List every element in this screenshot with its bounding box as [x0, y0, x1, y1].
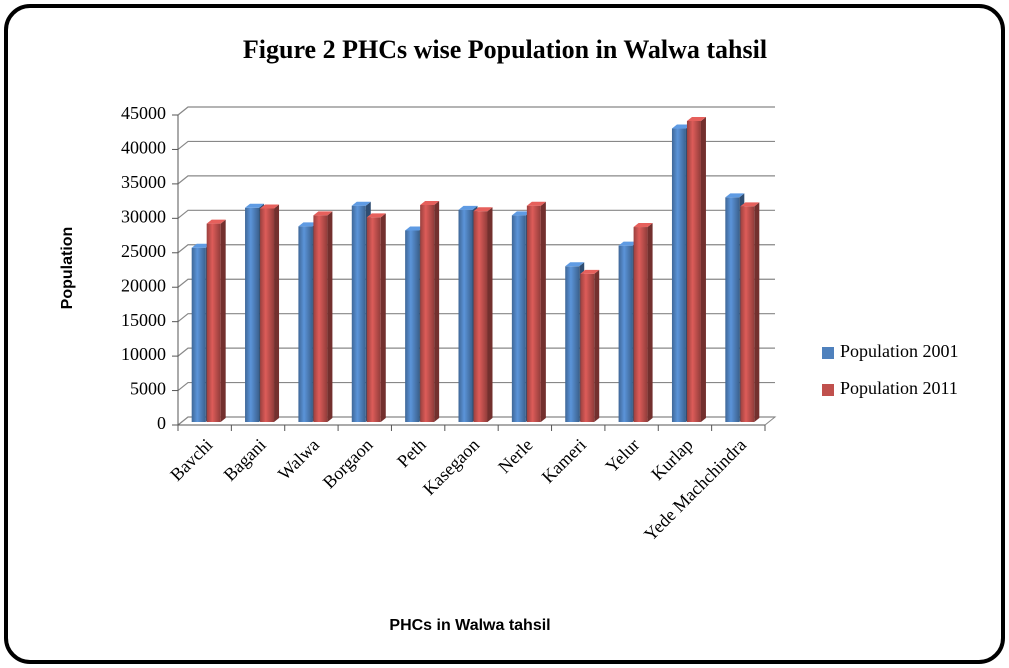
bar-top: [671, 124, 691, 129]
bar-side: [220, 219, 226, 422]
bar-top: [420, 201, 440, 205]
bar-top: [458, 205, 478, 210]
bar-front: [511, 215, 526, 422]
bar: [740, 202, 760, 422]
legend-swatch: [822, 347, 834, 359]
bar: [686, 116, 706, 422]
bar: [206, 219, 226, 422]
bar-side: [327, 211, 333, 422]
bar-front: [473, 211, 488, 422]
bar-top: [366, 213, 386, 218]
legend-label: Population 2001: [840, 341, 959, 361]
bar-front: [405, 230, 420, 422]
grid-line: [177, 244, 775, 254]
bar-front: [740, 206, 755, 422]
bar-top: [206, 219, 226, 224]
bar: [313, 211, 333, 422]
bar-top: [191, 243, 211, 248]
bar-top: [351, 201, 371, 206]
bar: [633, 223, 653, 422]
y-tick-label: 10000: [121, 344, 166, 364]
bar-front: [725, 197, 740, 422]
bar-side: [434, 201, 440, 422]
grid-line: [177, 140, 775, 150]
bar-top: [565, 262, 585, 267]
bar-top: [618, 241, 638, 246]
y-tick-label: 0: [157, 413, 166, 433]
grid-line: [177, 106, 775, 116]
bar-top: [511, 211, 531, 216]
y-axis-title: Population: [59, 227, 76, 310]
bar: [526, 201, 546, 422]
bar-top: [526, 201, 546, 206]
bar-front: [526, 205, 541, 422]
grid-line: [177, 175, 775, 185]
y-tick-label: 25000: [121, 241, 166, 261]
bar-side: [647, 223, 653, 422]
bar: [366, 213, 386, 422]
y-tick-label: 15000: [121, 310, 166, 330]
bar: [260, 204, 280, 422]
bar-front: [565, 266, 580, 422]
bar-top: [686, 116, 706, 121]
bar-top: [580, 269, 600, 274]
x-axis-title: PHCs in Walwa tahsil: [389, 617, 550, 634]
bar-top: [313, 211, 333, 216]
chart-title: Figure 2 PHCs wise Population in Walwa t…: [243, 35, 767, 64]
bar-side: [700, 116, 706, 422]
bar: [420, 201, 440, 422]
bar: [473, 207, 493, 422]
bar-front: [458, 209, 473, 422]
bar-side: [594, 269, 600, 422]
bar-top: [298, 222, 318, 227]
y-tick-label: 35000: [121, 172, 166, 192]
bar-front: [618, 245, 633, 422]
bar-front: [191, 247, 206, 422]
bar-top: [740, 202, 760, 207]
y-tick-label: 40000: [121, 138, 166, 158]
bar-front: [313, 215, 328, 422]
bar-front: [633, 227, 648, 422]
bar-front: [351, 205, 366, 422]
bar-front: [366, 217, 381, 422]
bar-top: [405, 226, 425, 231]
bar-top: [245, 203, 265, 208]
legend-label: Population 2011: [840, 378, 958, 398]
bar-front: [260, 208, 275, 422]
grid-line: [177, 209, 775, 219]
legend-swatch: [822, 384, 834, 396]
y-tick-label: 5000: [130, 379, 166, 399]
y-tick-label: 30000: [121, 206, 166, 226]
bar-top: [473, 207, 493, 212]
bar-side: [540, 201, 546, 422]
bar: [580, 269, 600, 422]
bar-front: [686, 120, 701, 422]
bar-top: [260, 204, 280, 209]
bar-side: [274, 204, 280, 422]
bar-top: [633, 223, 653, 228]
bar-side: [487, 207, 493, 422]
bar-front: [206, 223, 221, 422]
bar-front: [580, 273, 595, 422]
bar-side: [754, 202, 760, 422]
bar-front: [420, 205, 435, 422]
y-tick-label: 20000: [121, 275, 166, 295]
bar-front: [671, 128, 686, 423]
bar-front: [298, 226, 313, 422]
bar-front: [245, 207, 260, 422]
bar-side: [380, 213, 386, 422]
y-tick-label: 45000: [121, 103, 166, 123]
bar-top: [725, 193, 745, 198]
